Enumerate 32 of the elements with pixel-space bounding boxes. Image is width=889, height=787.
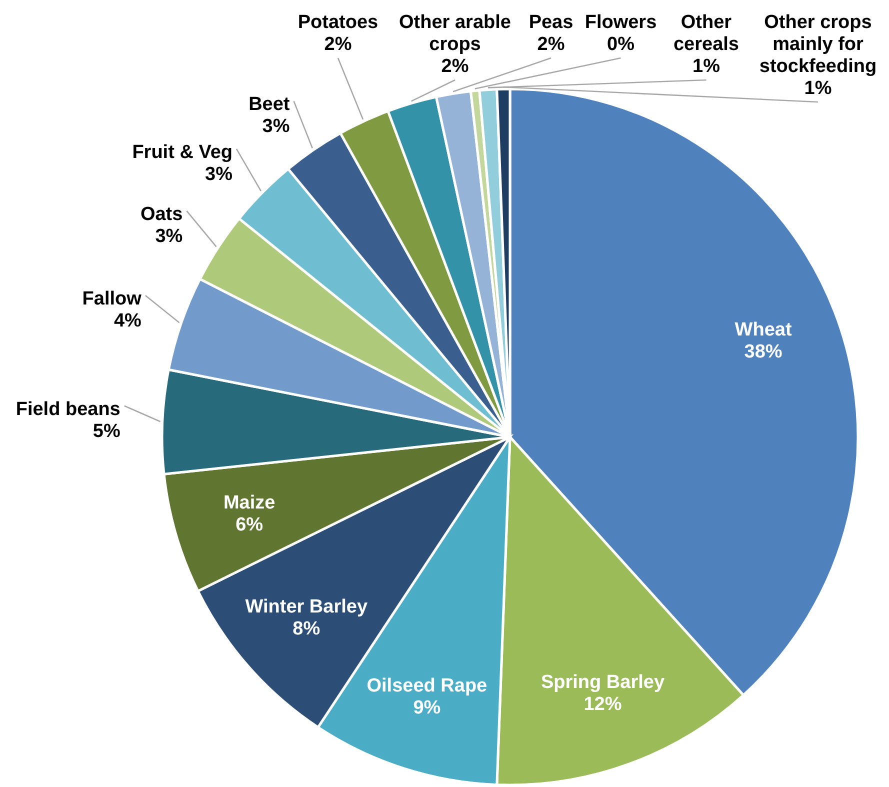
slice-label: Beet (248, 94, 290, 116)
slice-label: Peas (528, 12, 574, 33)
data-label: 3% (155, 226, 183, 247)
slice-label: Spring Barley (540, 672, 665, 694)
data-label: 38% (744, 341, 782, 362)
data-label: 12% (584, 694, 622, 716)
data-label: 1% (804, 78, 832, 99)
slice-label: Oilseed Rape (366, 675, 488, 696)
slice-label: Winter Barley (245, 596, 368, 618)
slice-label: Flowers (584, 12, 657, 33)
data-label: 3% (205, 164, 233, 185)
data-label: 4% (114, 310, 142, 332)
data-label: 5% (92, 420, 120, 442)
slice-label: Other crops mainly for stockfeeding (759, 12, 877, 77)
slice-label: Other cereals (673, 12, 740, 55)
slice-label: Other arable crops (399, 12, 511, 55)
data-label: 3% (262, 116, 290, 138)
data-label: 2% (441, 56, 469, 77)
data-label: 2% (537, 34, 565, 55)
slice-label: Maize (223, 492, 276, 514)
slice-label: Potatoes (298, 12, 378, 33)
slice-label: Fallow (82, 288, 142, 310)
slice-label: Field beans (16, 398, 120, 420)
data-label: 2% (324, 34, 352, 55)
slice-label: Wheat (734, 319, 792, 340)
data-label: 0% (607, 34, 635, 55)
slice-label: Oats (140, 204, 183, 225)
data-label: 1% (692, 56, 720, 77)
data-label: 9% (413, 697, 441, 718)
data-label: 6% (236, 514, 264, 536)
slice-label: Fruit & Veg (132, 142, 232, 163)
data-label: 8% (292, 618, 320, 640)
